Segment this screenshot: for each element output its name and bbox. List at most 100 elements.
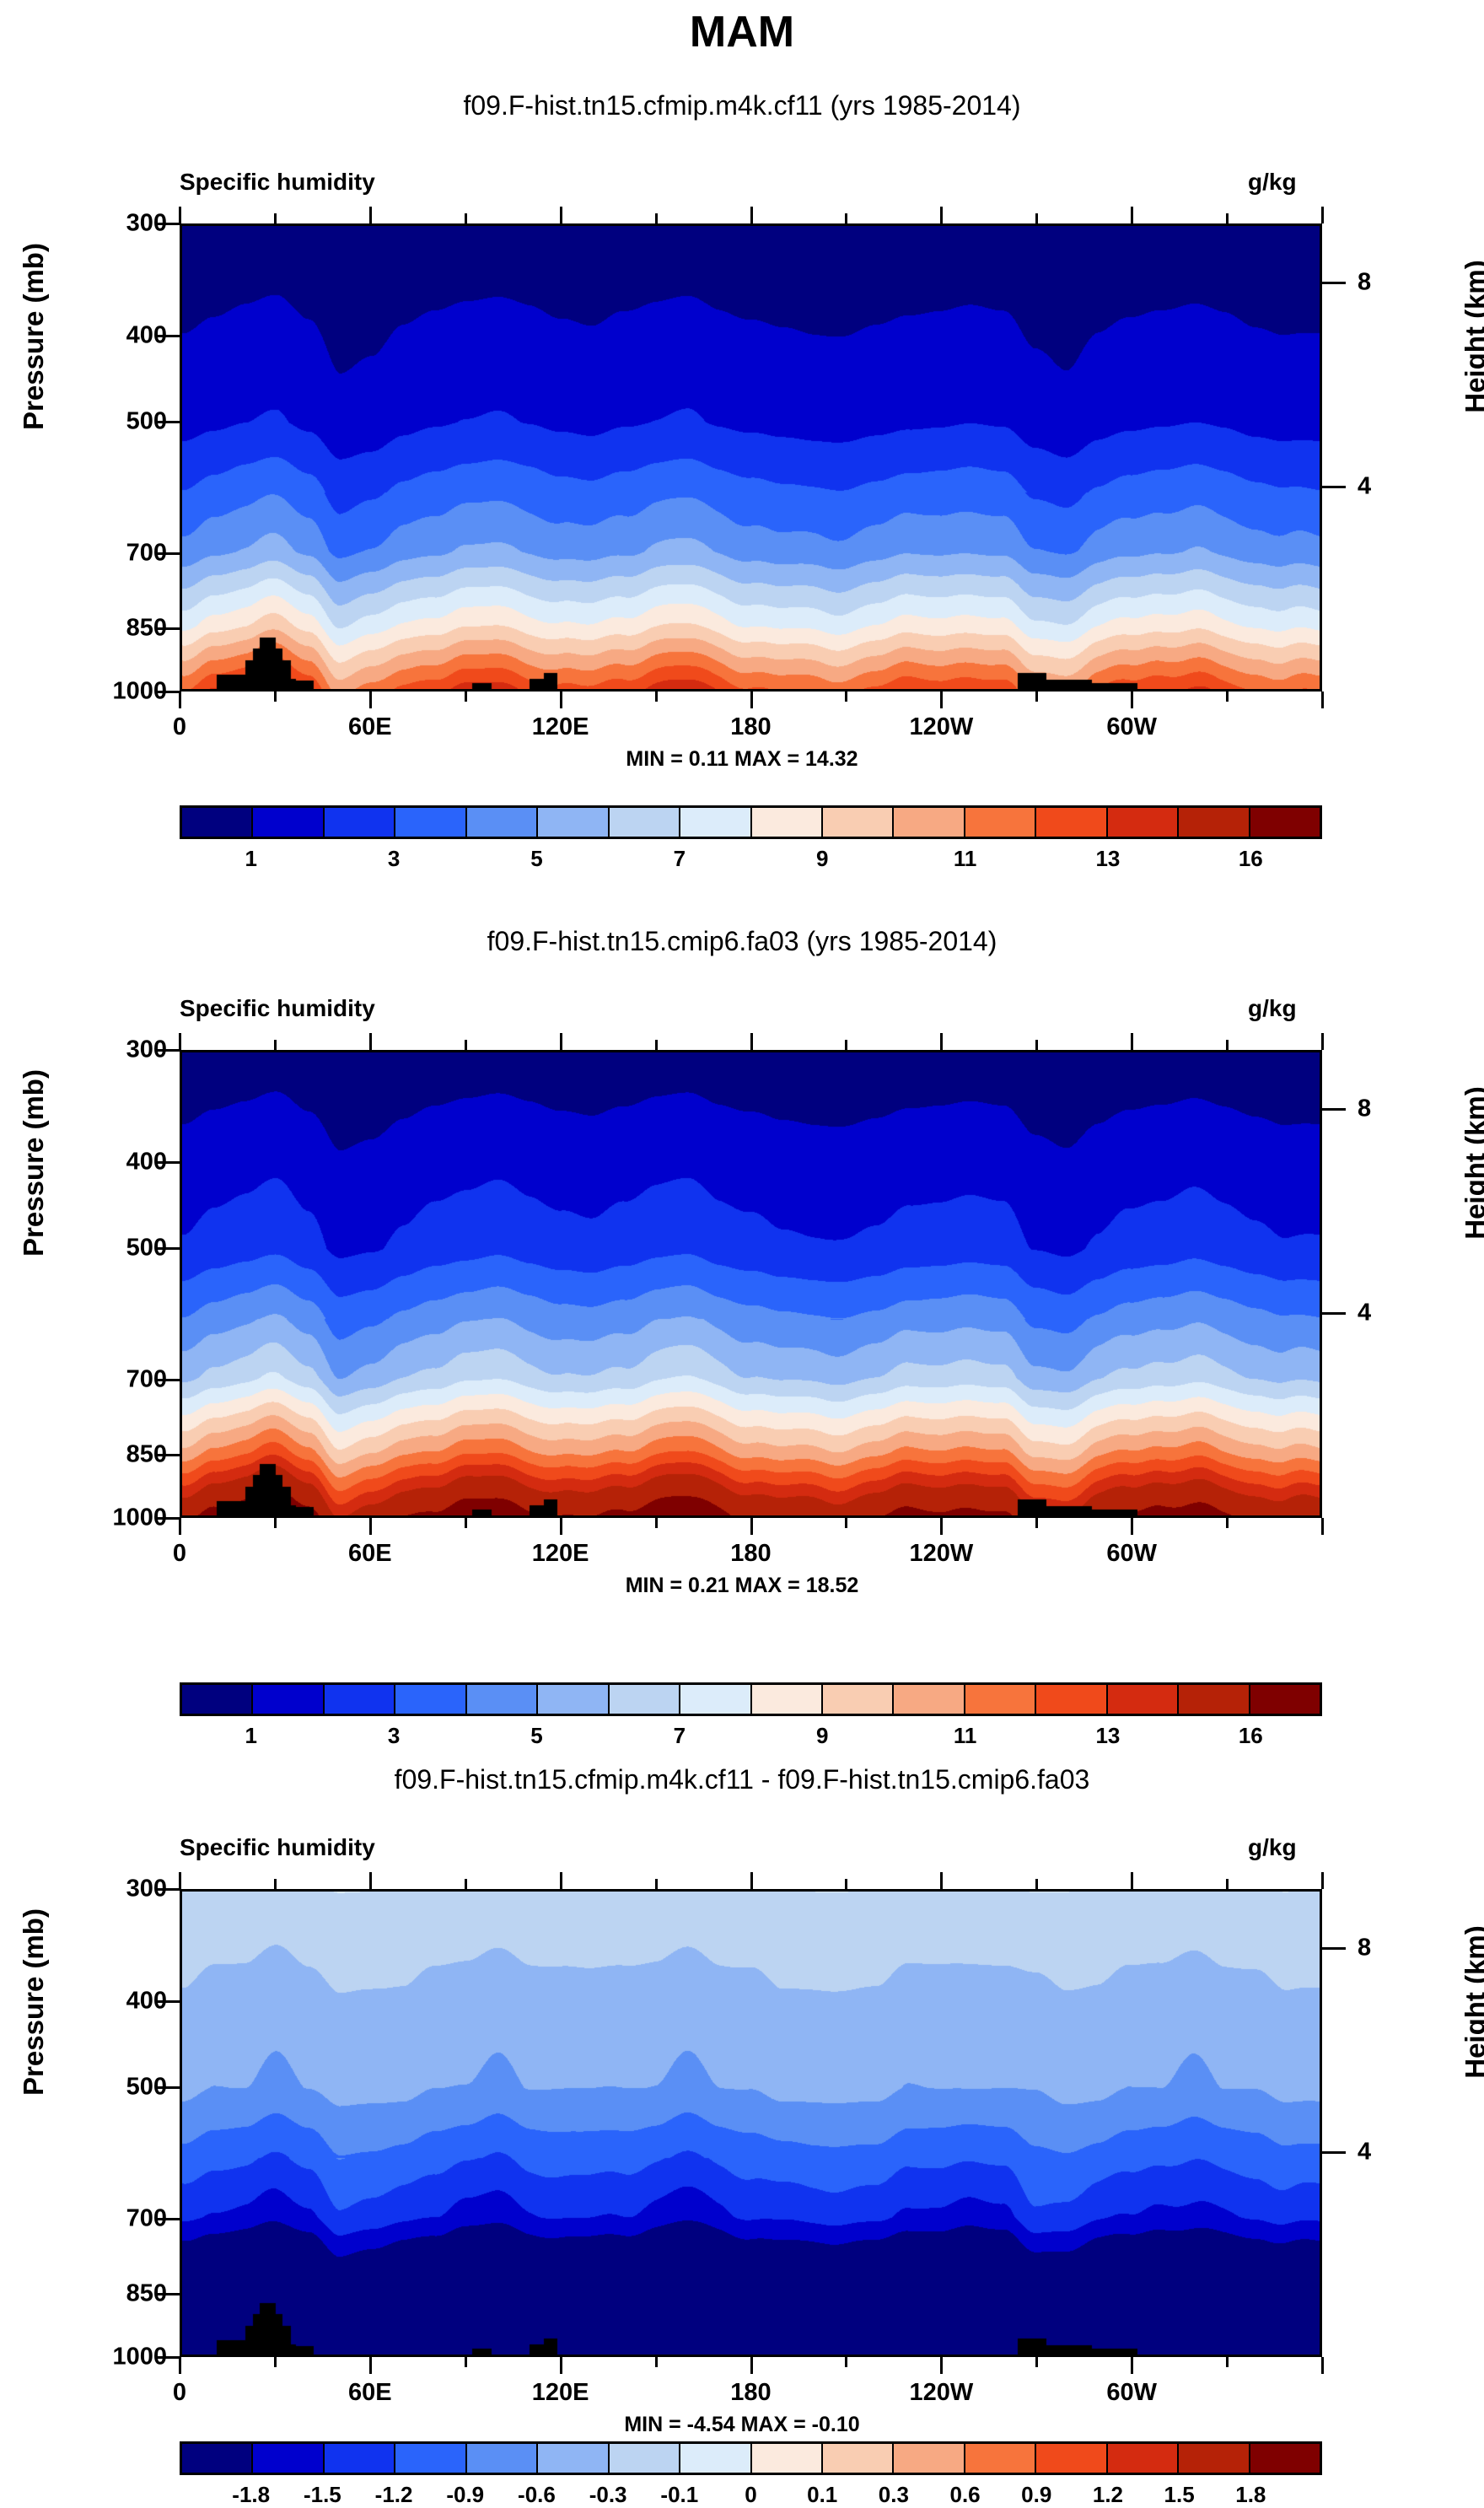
colorbar-tick-label: 0.9	[1021, 2482, 1052, 2507]
colorbar-panel-top	[180, 805, 1322, 839]
colorbar-panel-middle	[180, 1682, 1322, 1716]
x-tick-mark	[1131, 1872, 1134, 1889]
x-tick-mark	[273, 1040, 277, 1050]
pressure-tick-mark	[156, 1049, 180, 1052]
pressure-tick-label: 300	[126, 1036, 167, 1063]
pressure-tick-label: 850	[126, 2279, 167, 2307]
x-tick-mark	[464, 2357, 467, 2367]
height-tick-mark	[1322, 2151, 1346, 2155]
colorbar-tick-label: -0.3	[589, 2482, 627, 2507]
colorbar-cell	[253, 1685, 325, 1714]
colorbar-cell	[1250, 2444, 1320, 2473]
colorbar-tick-label: 5	[530, 846, 543, 871]
x-tick-mark	[1321, 692, 1324, 708]
panel-bottom-plot-area	[180, 1889, 1322, 2357]
colorbar-tick-label: 13	[1095, 846, 1121, 871]
colorbar-tick-label: 9	[815, 1723, 829, 1748]
x-tick-label: 120E	[531, 2379, 589, 2406]
colorbar-tick-label: -1.5	[303, 2482, 341, 2507]
pressure-tick-label: 300	[126, 1875, 167, 1903]
x-tick-label: 120W	[909, 713, 974, 740]
x-tick-mark	[654, 1040, 658, 1050]
x-tick-mark	[1226, 1518, 1229, 1528]
panel-top-title: f09.F-hist.tn15.cfmip.m4k.cf11 (yrs 1985…	[463, 90, 1021, 121]
panel-middle-variable-label: Specific humidity	[180, 995, 375, 1021]
x-tick-mark	[1035, 213, 1039, 223]
panel-bottom-ylabel-left: Pressure (mb)	[18, 1908, 49, 2096]
pressure-tick-mark	[156, 1454, 180, 1457]
colorbar-tick-label: 11	[953, 1723, 977, 1748]
x-tick-mark	[368, 2357, 372, 2374]
x-tick-mark	[1226, 1879, 1229, 1889]
colorbar-cell	[680, 1685, 752, 1714]
pressure-tick-label: 500	[126, 2073, 167, 2101]
pressure-tick-mark	[156, 1160, 180, 1164]
x-tick-label: 60E	[348, 713, 392, 740]
panel-bottom: f09.F-hist.tn15.cfmip.m4k.cf11 - f09.F-h…	[0, 1754, 1484, 2508]
x-tick-mark	[1131, 1033, 1134, 1050]
x-tick-mark	[1226, 2357, 1229, 2367]
x-tick-mark	[368, 1518, 372, 1535]
pressure-tick-label: 1000	[112, 2343, 167, 2371]
colorbar-cell	[538, 808, 610, 837]
colorbar-cell	[965, 808, 1037, 837]
x-tick-mark	[1131, 207, 1134, 223]
colorbar-cell	[751, 1685, 823, 1714]
colorbar-tick-label: 1.2	[1092, 2482, 1124, 2507]
pressure-tick-label: 700	[126, 539, 167, 567]
x-tick-label: 180	[730, 713, 772, 740]
x-tick-label: 60W	[1106, 2379, 1157, 2406]
colorbar-tick-label: 3	[387, 846, 401, 871]
x-tick-mark	[750, 1872, 753, 1889]
colorbar-cell	[822, 808, 895, 837]
colorbar-tick-label: 9	[815, 846, 829, 871]
x-tick-mark	[559, 207, 562, 223]
x-tick-mark	[273, 1518, 277, 1528]
colorbar-tick-label: 3	[387, 1723, 401, 1748]
colorbar-cell	[894, 808, 965, 837]
x-tick-label: 120W	[909, 1540, 974, 1567]
x-tick-mark	[559, 1872, 562, 1889]
x-tick-mark	[1226, 213, 1229, 223]
x-tick-mark	[273, 2357, 277, 2367]
x-tick-mark	[559, 2357, 562, 2374]
panel-top-ylabel-right: Height (km)	[1460, 260, 1484, 413]
panel-top-units-label: g/kg	[1248, 169, 1297, 195]
x-tick-label: 120W	[909, 2379, 974, 2406]
height-tick-mark	[1322, 1107, 1346, 1111]
x-tick-label: 120E	[531, 1540, 589, 1567]
height-tick-mark	[1322, 1946, 1346, 1950]
x-tick-mark	[940, 2357, 944, 2374]
panel-bottom-ylabel-right: Height (km)	[1460, 1925, 1484, 2079]
panel-middle-units-label: g/kg	[1248, 995, 1297, 1021]
colorbar-cell	[1179, 808, 1250, 837]
x-tick-mark	[464, 1040, 467, 1050]
panel-top-plot-area	[180, 223, 1322, 692]
x-tick-mark	[940, 207, 944, 223]
colorbar-cell	[822, 1685, 895, 1714]
x-tick-mark	[464, 1518, 467, 1528]
x-tick-mark	[845, 1879, 848, 1889]
colorbar-cell	[395, 1685, 467, 1714]
pressure-tick-mark	[156, 1999, 180, 2003]
panel-middle-plot-area	[180, 1050, 1322, 1518]
min-max-annotation: MIN = 0.21 MAX = 18.52	[625, 1574, 859, 1597]
x-tick-mark	[559, 692, 562, 708]
pressure-tick-mark	[156, 552, 180, 555]
x-tick-label: 0	[172, 1540, 187, 1567]
x-tick-mark	[368, 1033, 372, 1050]
x-tick-label: 180	[730, 1540, 772, 1567]
colorbar-cell	[182, 2444, 254, 2473]
pressure-tick-mark	[156, 334, 180, 337]
colorbar-cell	[751, 808, 823, 837]
x-tick-mark	[845, 213, 848, 223]
x-tick-mark	[559, 1518, 562, 1535]
panel-middle-title: f09.F-hist.tn15.cmip6.fa03 (yrs 1985-201…	[487, 926, 997, 956]
colorbar-cell	[1179, 1685, 1250, 1714]
x-tick-mark	[368, 207, 372, 223]
colorbar-cell	[1036, 1685, 1108, 1714]
x-tick-mark	[1131, 692, 1134, 708]
x-tick-label: 0	[172, 713, 187, 740]
x-tick-label: 180	[730, 2379, 772, 2406]
